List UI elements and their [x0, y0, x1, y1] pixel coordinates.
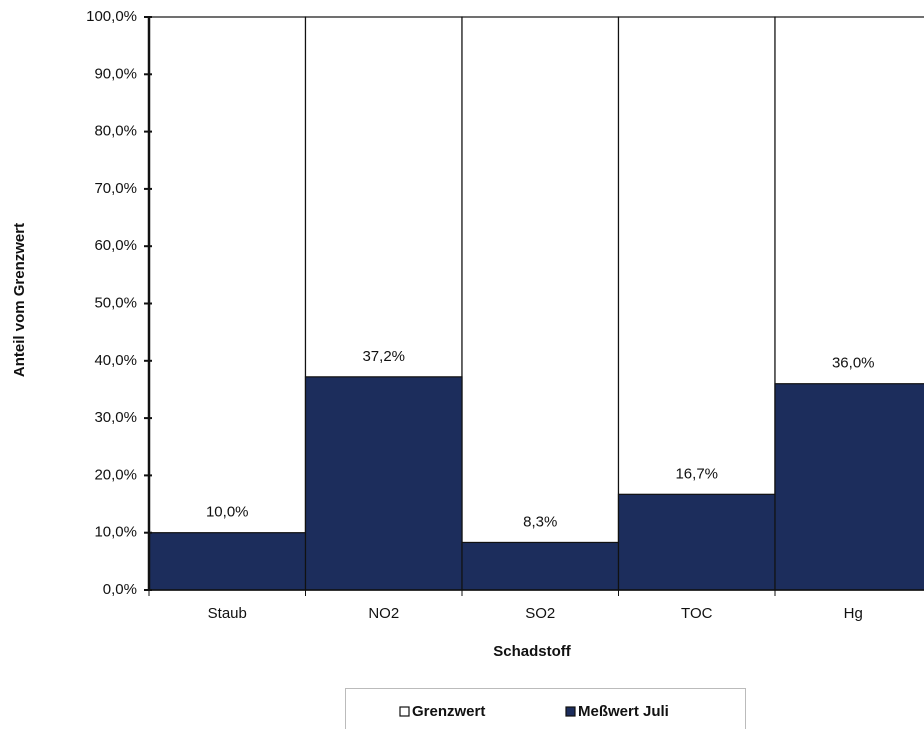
y-tick-label: 90,0%: [94, 65, 137, 82]
legend-label: Grenzwert: [412, 703, 485, 720]
bar: [461, 16, 620, 591]
legend-swatch: [399, 706, 410, 717]
y-tick-label: 20,0%: [94, 466, 137, 483]
x-tick-label: NO2: [368, 605, 399, 622]
bar: [617, 493, 776, 591]
y-tick-label: 50,0%: [94, 294, 137, 311]
y-tick-label: 40,0%: [94, 352, 137, 369]
y-axis-title: Anteil vom Grenzwert: [11, 223, 28, 377]
y-tick-label: 100,0%: [86, 8, 137, 25]
bar: [461, 541, 620, 591]
legend-box: [345, 688, 746, 729]
data-label: 37,2%: [362, 348, 405, 365]
data-label: 36,0%: [832, 355, 875, 372]
legend-swatch: [565, 706, 576, 717]
data-label: 10,0%: [206, 504, 249, 521]
bar: [304, 376, 463, 591]
data-label: 16,7%: [675, 465, 718, 482]
y-tick-label: 10,0%: [94, 524, 137, 541]
x-tick-label: TOC: [681, 605, 713, 622]
bar: [774, 383, 924, 591]
data-label: 8,3%: [523, 513, 557, 530]
bar: [148, 16, 307, 591]
y-tick-label: 30,0%: [94, 409, 137, 426]
x-tick-label: Hg: [844, 605, 863, 622]
x-axis-title: Schadstoff: [493, 643, 572, 660]
y-tick-label: 60,0%: [94, 237, 137, 254]
x-tick-label: SO2: [525, 605, 555, 622]
y-tick-label: 80,0%: [94, 123, 137, 140]
bar: [148, 532, 307, 591]
legend-label: Meßwert Juli: [578, 703, 669, 720]
x-tick-label: Staub: [208, 605, 247, 622]
y-tick-label: 0,0%: [103, 581, 137, 598]
y-tick-label: 70,0%: [94, 180, 137, 197]
